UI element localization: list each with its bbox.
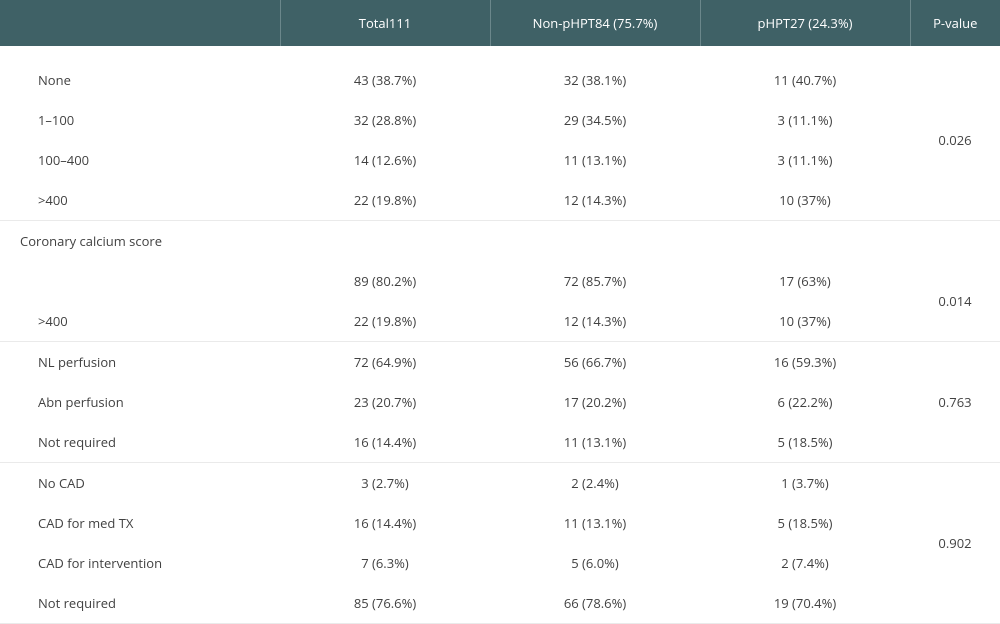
cell: 12 (14.3%)	[490, 301, 700, 341]
pvalue-cell: 0.902	[910, 463, 1000, 624]
row-label: 100–400	[0, 140, 280, 180]
cell: 1 (3.7%)	[700, 463, 910, 504]
cell: 12 (14.3%)	[490, 180, 700, 220]
section-label: Coronary calcium score	[0, 221, 280, 262]
col-total: Total111	[280, 0, 490, 46]
cell: 72 (85.7%)	[490, 261, 700, 301]
table-row: 89 (80.2%)72 (85.7%)17 (63%)0.014	[0, 261, 1000, 301]
cell: 32 (38.1%)	[490, 60, 700, 100]
data-table: Total111 Non-pHPT84 (75.7%) pHPT27 (24.3…	[0, 0, 1000, 624]
col-phpt: pHPT27 (24.3%)	[700, 0, 910, 46]
pvalue-cell: 0.026	[910, 60, 1000, 220]
cell: 5 (6.0%)	[490, 543, 700, 583]
row-label: NL perfusion	[0, 342, 280, 383]
cell: 11 (13.1%)	[490, 140, 700, 180]
cell: 17 (20.2%)	[490, 382, 700, 422]
cell: 3 (11.1%)	[700, 140, 910, 180]
cell: 11 (13.1%)	[490, 422, 700, 462]
cell: 2 (7.4%)	[700, 543, 910, 583]
table-row: CAD for intervention7 (6.3%)5 (6.0%)2 (7…	[0, 543, 1000, 583]
table-row: Not required16 (14.4%)11 (13.1%)5 (18.5%…	[0, 422, 1000, 462]
cell: 5 (18.5%)	[700, 422, 910, 462]
cell: 16 (59.3%)	[700, 342, 910, 383]
cell: 11 (40.7%)	[700, 60, 910, 100]
pvalue-cell: 0.014	[910, 261, 1000, 341]
cell: 29 (34.5%)	[490, 100, 700, 140]
table-row: NL perfusion72 (64.9%)56 (66.7%)16 (59.3…	[0, 342, 1000, 383]
cell: 56 (66.7%)	[490, 342, 700, 383]
table-row: None43 (38.7%)32 (38.1%)11 (40.7%)0.026	[0, 60, 1000, 100]
table-row: No CAD3 (2.7%)2 (2.4%)1 (3.7%)0.902	[0, 463, 1000, 504]
row-label	[0, 261, 280, 301]
col-blank	[0, 0, 280, 46]
cell: 6 (22.2%)	[700, 382, 910, 422]
cell: 3 (11.1%)	[700, 100, 910, 140]
cell: 3 (2.7%)	[280, 463, 490, 504]
cell: 14 (12.6%)	[280, 140, 490, 180]
cell: 10 (37%)	[700, 180, 910, 220]
row-label: CAD for intervention	[0, 543, 280, 583]
cell: 66 (78.6%)	[490, 583, 700, 623]
cell: 11 (13.1%)	[490, 503, 700, 543]
table-container: Total111 Non-pHPT84 (75.7%) pHPT27 (24.3…	[0, 0, 1000, 624]
cell: 22 (19.8%)	[280, 301, 490, 341]
col-pvalue: P-value	[910, 0, 1000, 46]
table-row: 100–40014 (12.6%)11 (13.1%)3 (11.1%)	[0, 140, 1000, 180]
cell: 32 (28.8%)	[280, 100, 490, 140]
cell: 43 (38.7%)	[280, 60, 490, 100]
row-label: Not required	[0, 583, 280, 623]
pvalue-cell: 0.763	[910, 342, 1000, 463]
row-label: >400	[0, 180, 280, 220]
cell: 10 (37%)	[700, 301, 910, 341]
cell: 23 (20.7%)	[280, 382, 490, 422]
table-row: >40022 (19.8%)12 (14.3%)10 (37%)	[0, 180, 1000, 220]
table-row: Abn perfusion23 (20.7%)17 (20.2%)6 (22.2…	[0, 382, 1000, 422]
cell: 2 (2.4%)	[490, 463, 700, 504]
cell: 89 (80.2%)	[280, 261, 490, 301]
cell: 16 (14.4%)	[280, 422, 490, 462]
cell: 7 (6.3%)	[280, 543, 490, 583]
cell: 72 (64.9%)	[280, 342, 490, 383]
table-row: CAD for med TX16 (14.4%)11 (13.1%)5 (18.…	[0, 503, 1000, 543]
table-row: 1–10032 (28.8%)29 (34.5%)3 (11.1%)	[0, 100, 1000, 140]
cell: 85 (76.6%)	[280, 583, 490, 623]
row-label: CAD for med TX	[0, 503, 280, 543]
table-row: Not required85 (76.6%)66 (78.6%)19 (70.4…	[0, 583, 1000, 623]
cell: 16 (14.4%)	[280, 503, 490, 543]
col-nonphpt: Non-pHPT84 (75.7%)	[490, 0, 700, 46]
row-label: 1–100	[0, 100, 280, 140]
table-header: Total111 Non-pHPT84 (75.7%) pHPT27 (24.3…	[0, 0, 1000, 46]
cell: 5 (18.5%)	[700, 503, 910, 543]
row-label: >400	[0, 301, 280, 341]
row-label: No CAD	[0, 463, 280, 504]
row-label: Not required	[0, 422, 280, 462]
row-label: None	[0, 60, 280, 100]
cell: 17 (63%)	[700, 261, 910, 301]
row-label: Abn perfusion	[0, 382, 280, 422]
cell: 22 (19.8%)	[280, 180, 490, 220]
table-body: None43 (38.7%)32 (38.1%)11 (40.7%)0.0261…	[0, 46, 1000, 624]
table-row: >40022 (19.8%)12 (14.3%)10 (37%)	[0, 301, 1000, 341]
cell: 19 (70.4%)	[700, 583, 910, 623]
